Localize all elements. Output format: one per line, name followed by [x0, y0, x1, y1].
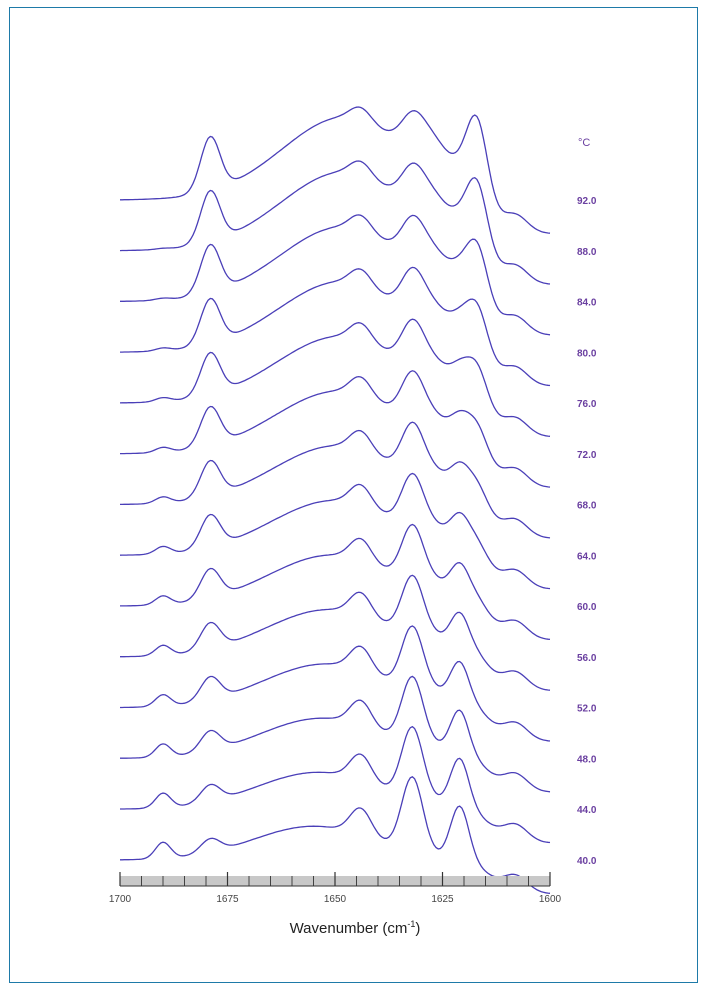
x-tick-label-1625: 1625 — [431, 894, 454, 905]
x-axis-title: Wavenumber (cm-1) — [289, 919, 421, 937]
temperature-label-92.0: 92.0 — [577, 196, 597, 207]
temperature-label-56.0: 56.0 — [577, 653, 597, 664]
temperature-label-72.0: 72.0 — [577, 450, 597, 461]
temperature-label-40.0: 40.0 — [577, 856, 597, 867]
spectrum-line-52.0 — [120, 625, 551, 742]
temperature-label-84.0: 84.0 — [577, 298, 597, 309]
spectrum-line-80.0 — [120, 266, 551, 387]
temperature-label-80.0: 80.0 — [577, 348, 597, 359]
spectrum-line-56.0 — [120, 574, 551, 691]
spectrum-line-92.0 — [120, 106, 551, 234]
spectrum-line-60.0 — [120, 523, 551, 641]
legend-unit-label: °C — [578, 137, 590, 149]
temperature-label-64.0: 64.0 — [577, 551, 597, 562]
spectrum-line-64.0 — [119, 472, 551, 590]
x-tick-label-1675: 1675 — [216, 894, 239, 905]
spectrum-line-88.0 — [119, 160, 551, 285]
spectrum-line-40.0 — [120, 776, 551, 894]
spectrum-line-72.0 — [120, 370, 551, 488]
spectrum-line-76.0 — [119, 318, 551, 437]
spectrum-line-68.0 — [120, 421, 551, 539]
temperature-label-76.0: 76.0 — [577, 399, 597, 410]
x-tick-label-1700: 1700 — [109, 894, 132, 905]
temperature-label-44.0: 44.0 — [577, 805, 597, 816]
spectrum-line-44.0 — [120, 725, 551, 844]
spectrum-line-84.0 — [120, 214, 551, 336]
temperature-label-48.0: 48.0 — [577, 754, 597, 765]
temperature-label-52.0: 52.0 — [577, 704, 597, 715]
temperature-label-68.0: 68.0 — [577, 501, 597, 512]
spectrum-line-48.0 — [120, 675, 551, 793]
x-tick-label-1600: 1600 — [539, 894, 562, 905]
temperature-label-88.0: 88.0 — [577, 247, 597, 258]
figure-frame — [9, 7, 698, 983]
x-tick-label-1650: 1650 — [324, 894, 347, 905]
temperature-label-60.0: 60.0 — [577, 602, 597, 613]
